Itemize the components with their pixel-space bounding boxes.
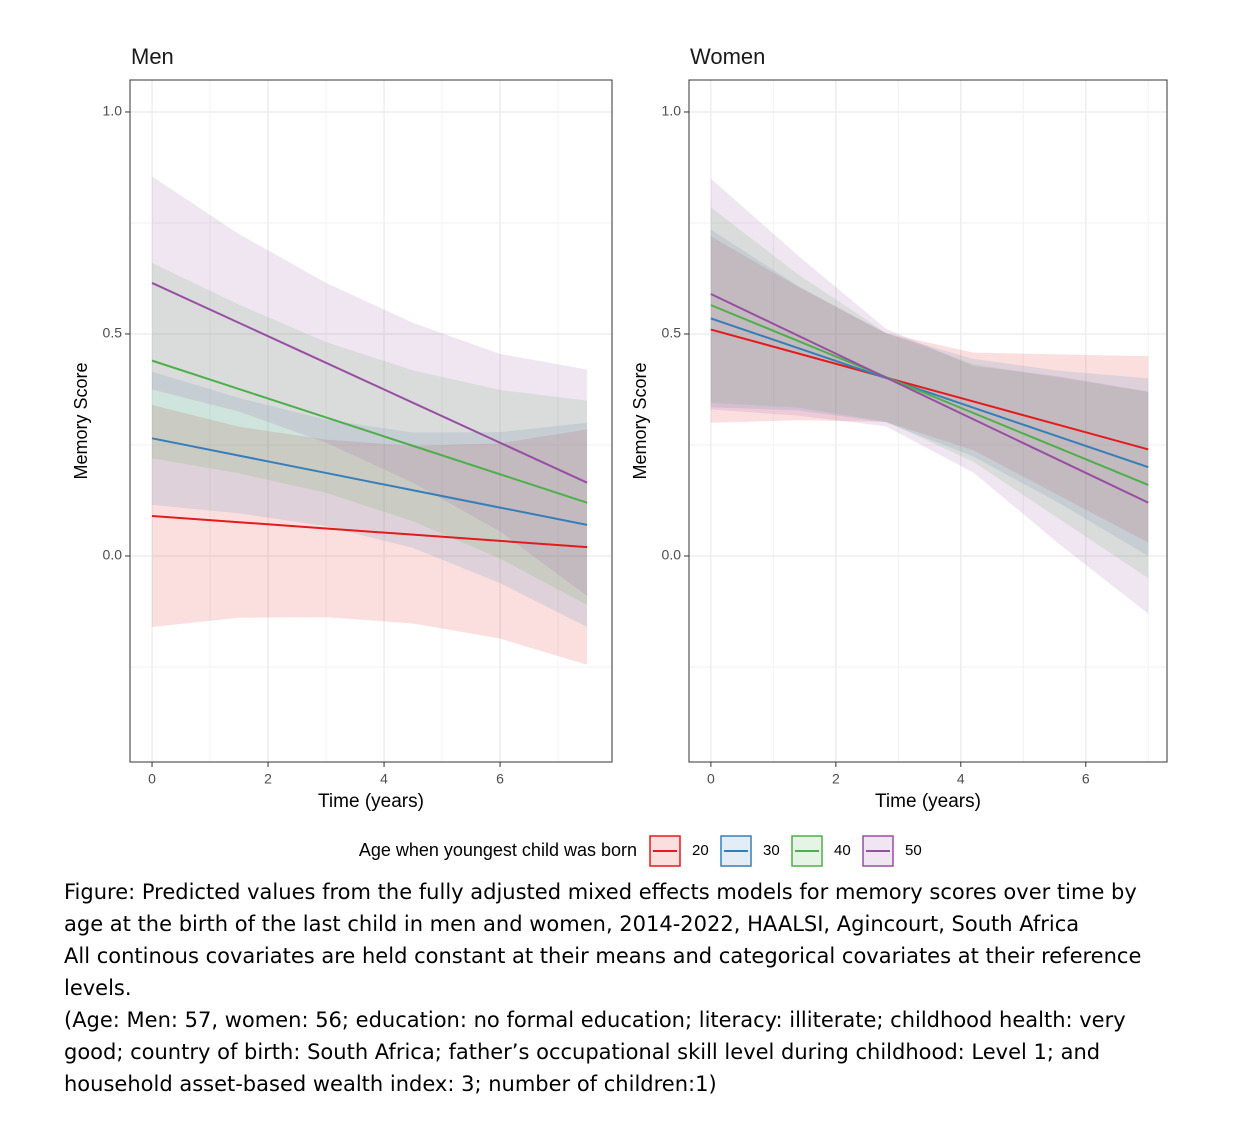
x-tick-label: 6	[496, 771, 504, 787]
series-line	[710, 328, 1149, 451]
y-axis-label: Memory Score	[630, 362, 650, 479]
confidence-band	[152, 371, 588, 628]
series-line	[710, 317, 1149, 469]
y-tick-label: 1.0	[103, 103, 123, 119]
legend-label: 30	[763, 842, 780, 859]
legend-label: 40	[834, 842, 851, 859]
panel-title: Men	[131, 44, 174, 69]
confidence-band	[710, 178, 1149, 614]
panel-title: Women	[690, 44, 765, 69]
confidence-band	[152, 262, 588, 605]
series-line	[710, 293, 1149, 504]
legend-title: Age when youngest child was born	[359, 840, 637, 860]
panel-border	[688, 79, 1168, 763]
chart: 0.0 0.5 1.0 0 2 4 6 Men Time (years) Memory Score…	[71, 44, 1168, 867]
y-tick-label: 1.0	[662, 103, 682, 119]
x-tick-label: 6	[1082, 771, 1090, 787]
y-tick-label: 0.5	[103, 325, 123, 341]
series-line	[710, 304, 1149, 486]
legend-label: 50	[905, 842, 922, 859]
series-line	[151, 437, 588, 526]
caption-line: Figure: Predicted values from the fully …	[64, 880, 1137, 936]
series-line	[151, 515, 588, 549]
legend-label: 20	[692, 842, 709, 859]
x-axis-label: Time (years)	[318, 791, 424, 812]
series-line	[151, 282, 588, 484]
y-tick-label: 0.5	[662, 325, 682, 341]
series-line	[151, 359, 588, 504]
y-tick-label: 0.0	[103, 547, 123, 563]
x-tick-label: 4	[380, 771, 388, 787]
y-axis-label: Memory Score	[71, 362, 91, 479]
x-tick-label: 0	[148, 771, 156, 787]
caption: Figure: Predicted values from the fully …	[64, 876, 1164, 1100]
x-tick-label: 2	[264, 771, 272, 787]
y-tick-label: 0.0	[662, 547, 682, 563]
caption-line: (Age: Men: 57, women: 56; education: no …	[64, 1008, 1126, 1096]
x-tick-label: 2	[832, 771, 840, 787]
x-axis-label: Time (years)	[875, 791, 981, 812]
confidence-band	[152, 405, 588, 665]
x-tick-label: 0	[707, 771, 715, 787]
panel-border	[129, 79, 613, 763]
confidence-band	[152, 176, 588, 596]
caption-line: All continous covariates are held consta…	[64, 944, 1142, 1000]
x-tick-label: 4	[957, 771, 965, 787]
